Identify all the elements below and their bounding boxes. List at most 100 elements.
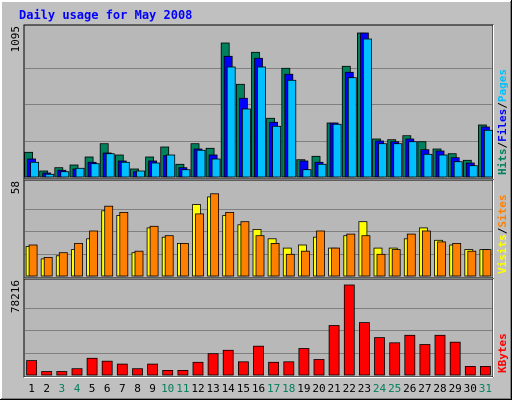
y-axis-max-label: 1095 <box>9 26 22 53</box>
bar-pages-day-12 <box>196 149 206 178</box>
bar-kbytes-day-11 <box>177 369 189 376</box>
bar-sites-day-13 <box>210 193 220 277</box>
bar-kbytes-day-8 <box>132 368 143 376</box>
day-label-30: 30 <box>464 382 477 395</box>
bar-pages-day-19 <box>302 169 312 178</box>
bar-kbytes-day-2 <box>41 371 53 376</box>
bar-pages-day-3 <box>60 171 70 178</box>
bar-sites-day-8 <box>134 250 144 277</box>
bar-kbytes-day-28 <box>434 334 446 376</box>
day-label-1: 1 <box>28 382 35 395</box>
bar-kbytes-day-21 <box>328 325 340 376</box>
legend-entry: Files <box>496 109 509 142</box>
bar-kbytes-day-16 <box>253 345 264 376</box>
day-label-10: 10 <box>161 382 174 395</box>
bar-sites-day-4 <box>74 242 83 277</box>
day-label-7: 7 <box>119 382 126 395</box>
bar-sites-day-21 <box>331 247 341 277</box>
bar-pages-day-17 <box>272 125 282 178</box>
day-label-3: 3 <box>58 382 65 395</box>
panel-visits-sites: 58 Visits/Sites <box>9 179 509 279</box>
bar-sites-day-23 <box>361 235 371 277</box>
bar-pages-day-26 <box>408 141 418 178</box>
legend-entry: Sites <box>496 195 509 228</box>
bar-pages-day-8 <box>136 170 145 178</box>
bar-pages-day-22 <box>347 77 357 178</box>
day-label-27: 27 <box>418 382 431 395</box>
bar-pages-day-24 <box>378 143 387 178</box>
bar-kbytes-day-10 <box>162 369 174 376</box>
bar-sites-day-9 <box>149 225 159 277</box>
bar-kbytes-day-9 <box>147 363 159 376</box>
day-label-23: 23 <box>358 382 371 395</box>
bar-kbytes-day-24 <box>374 337 385 376</box>
day-label-18: 18 <box>282 382 295 395</box>
bar-kbytes-day-30 <box>464 365 476 376</box>
bar-pages-day-31 <box>483 129 493 178</box>
bar-sites-day-11 <box>179 242 189 277</box>
bar-sites-day-22 <box>346 233 356 277</box>
chart-title: Daily usage for May 2008 <box>19 8 192 22</box>
bar-pages-day-9 <box>151 162 161 178</box>
day-label-22: 22 <box>343 382 356 395</box>
bar-pages-day-2 <box>45 173 55 178</box>
legend-entry: / <box>496 102 509 109</box>
day-label-31: 31 <box>479 382 492 395</box>
day-label-21: 21 <box>327 382 340 395</box>
bar-pages-day-11 <box>181 169 191 178</box>
bar-sites-day-31 <box>482 249 492 277</box>
day-label-9: 9 <box>149 382 156 395</box>
bar-pages-day-28 <box>438 154 448 178</box>
day-label-28: 28 <box>433 382 446 395</box>
bar-sites-day-15 <box>240 221 250 277</box>
day-label-5: 5 <box>89 382 96 395</box>
bar-pages-day-15 <box>241 108 251 178</box>
legend-entry: / <box>496 227 509 234</box>
bar-sites-day-29 <box>452 242 462 277</box>
bar-kbytes-day-22 <box>343 284 355 376</box>
bar-kbytes-day-20 <box>313 359 325 376</box>
bar-pages-day-27 <box>423 153 433 178</box>
bar-sites-day-18 <box>285 253 295 277</box>
bar-kbytes-day-17 <box>268 361 280 376</box>
panel-kbytes: 78216 KBytes <box>9 278 509 378</box>
bar-pages-day-29 <box>453 161 463 178</box>
legend-entry: Visits <box>496 234 509 274</box>
bar-pages-day-13 <box>211 158 221 178</box>
day-label-12: 12 <box>191 382 204 395</box>
bar-sites-day-14 <box>225 211 235 277</box>
bar-pages-day-30 <box>468 165 478 178</box>
legend-entry: / <box>496 142 509 149</box>
bar-kbytes-day-12 <box>192 361 204 376</box>
bar-sites-day-2 <box>43 256 53 277</box>
bar-sites-day-7 <box>119 211 129 277</box>
bar-kbytes-day-14 <box>222 349 234 376</box>
bar-pages-day-6 <box>105 153 115 178</box>
bar-kbytes-day-25 <box>389 342 401 376</box>
day-label-20: 20 <box>312 382 325 395</box>
bar-sites-day-19 <box>300 250 310 277</box>
legend-entry: Pages <box>496 69 509 102</box>
day-label-16: 16 <box>252 382 265 395</box>
bar-sites-day-6 <box>104 205 114 277</box>
day-label-15: 15 <box>237 382 250 395</box>
bar-kbytes-day-29 <box>449 341 461 376</box>
legend-entry: Hits <box>496 149 509 176</box>
day-label-26: 26 <box>403 382 416 395</box>
bar-sites-day-10 <box>164 235 174 277</box>
bar-sites-day-28 <box>437 241 446 277</box>
legend: KBytes <box>496 333 509 373</box>
day-label-11: 11 <box>176 382 189 395</box>
bar-sites-day-27 <box>421 230 431 277</box>
legend: Hits/Files/Pages <box>496 69 509 175</box>
bar-kbytes-day-7 <box>116 363 128 376</box>
bar-kbytes-day-23 <box>358 322 370 376</box>
bar-pages-day-25 <box>393 143 403 178</box>
day-label-25: 25 <box>388 382 401 395</box>
day-label-6: 6 <box>104 382 111 395</box>
day-label-24: 24 <box>373 382 387 395</box>
legend-entry: KBytes <box>496 333 509 373</box>
bar-pages-day-16 <box>257 66 266 178</box>
bar-kbytes-day-13 <box>207 353 219 376</box>
day-label-19: 19 <box>297 382 310 395</box>
